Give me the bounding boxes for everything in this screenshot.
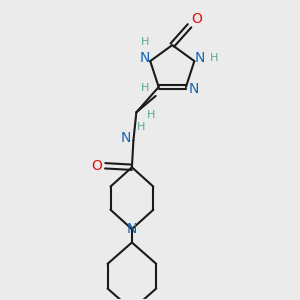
Text: H: H (146, 110, 155, 120)
Text: N: N (194, 51, 205, 65)
Text: H: H (141, 37, 149, 47)
Text: H: H (141, 82, 149, 93)
Text: N: N (127, 222, 137, 236)
Text: O: O (191, 12, 203, 26)
Text: N: N (189, 82, 200, 96)
Text: N: N (121, 130, 131, 145)
Text: O: O (92, 159, 102, 173)
Text: H: H (136, 122, 145, 132)
Text: H: H (210, 53, 219, 63)
Text: N: N (140, 51, 150, 65)
